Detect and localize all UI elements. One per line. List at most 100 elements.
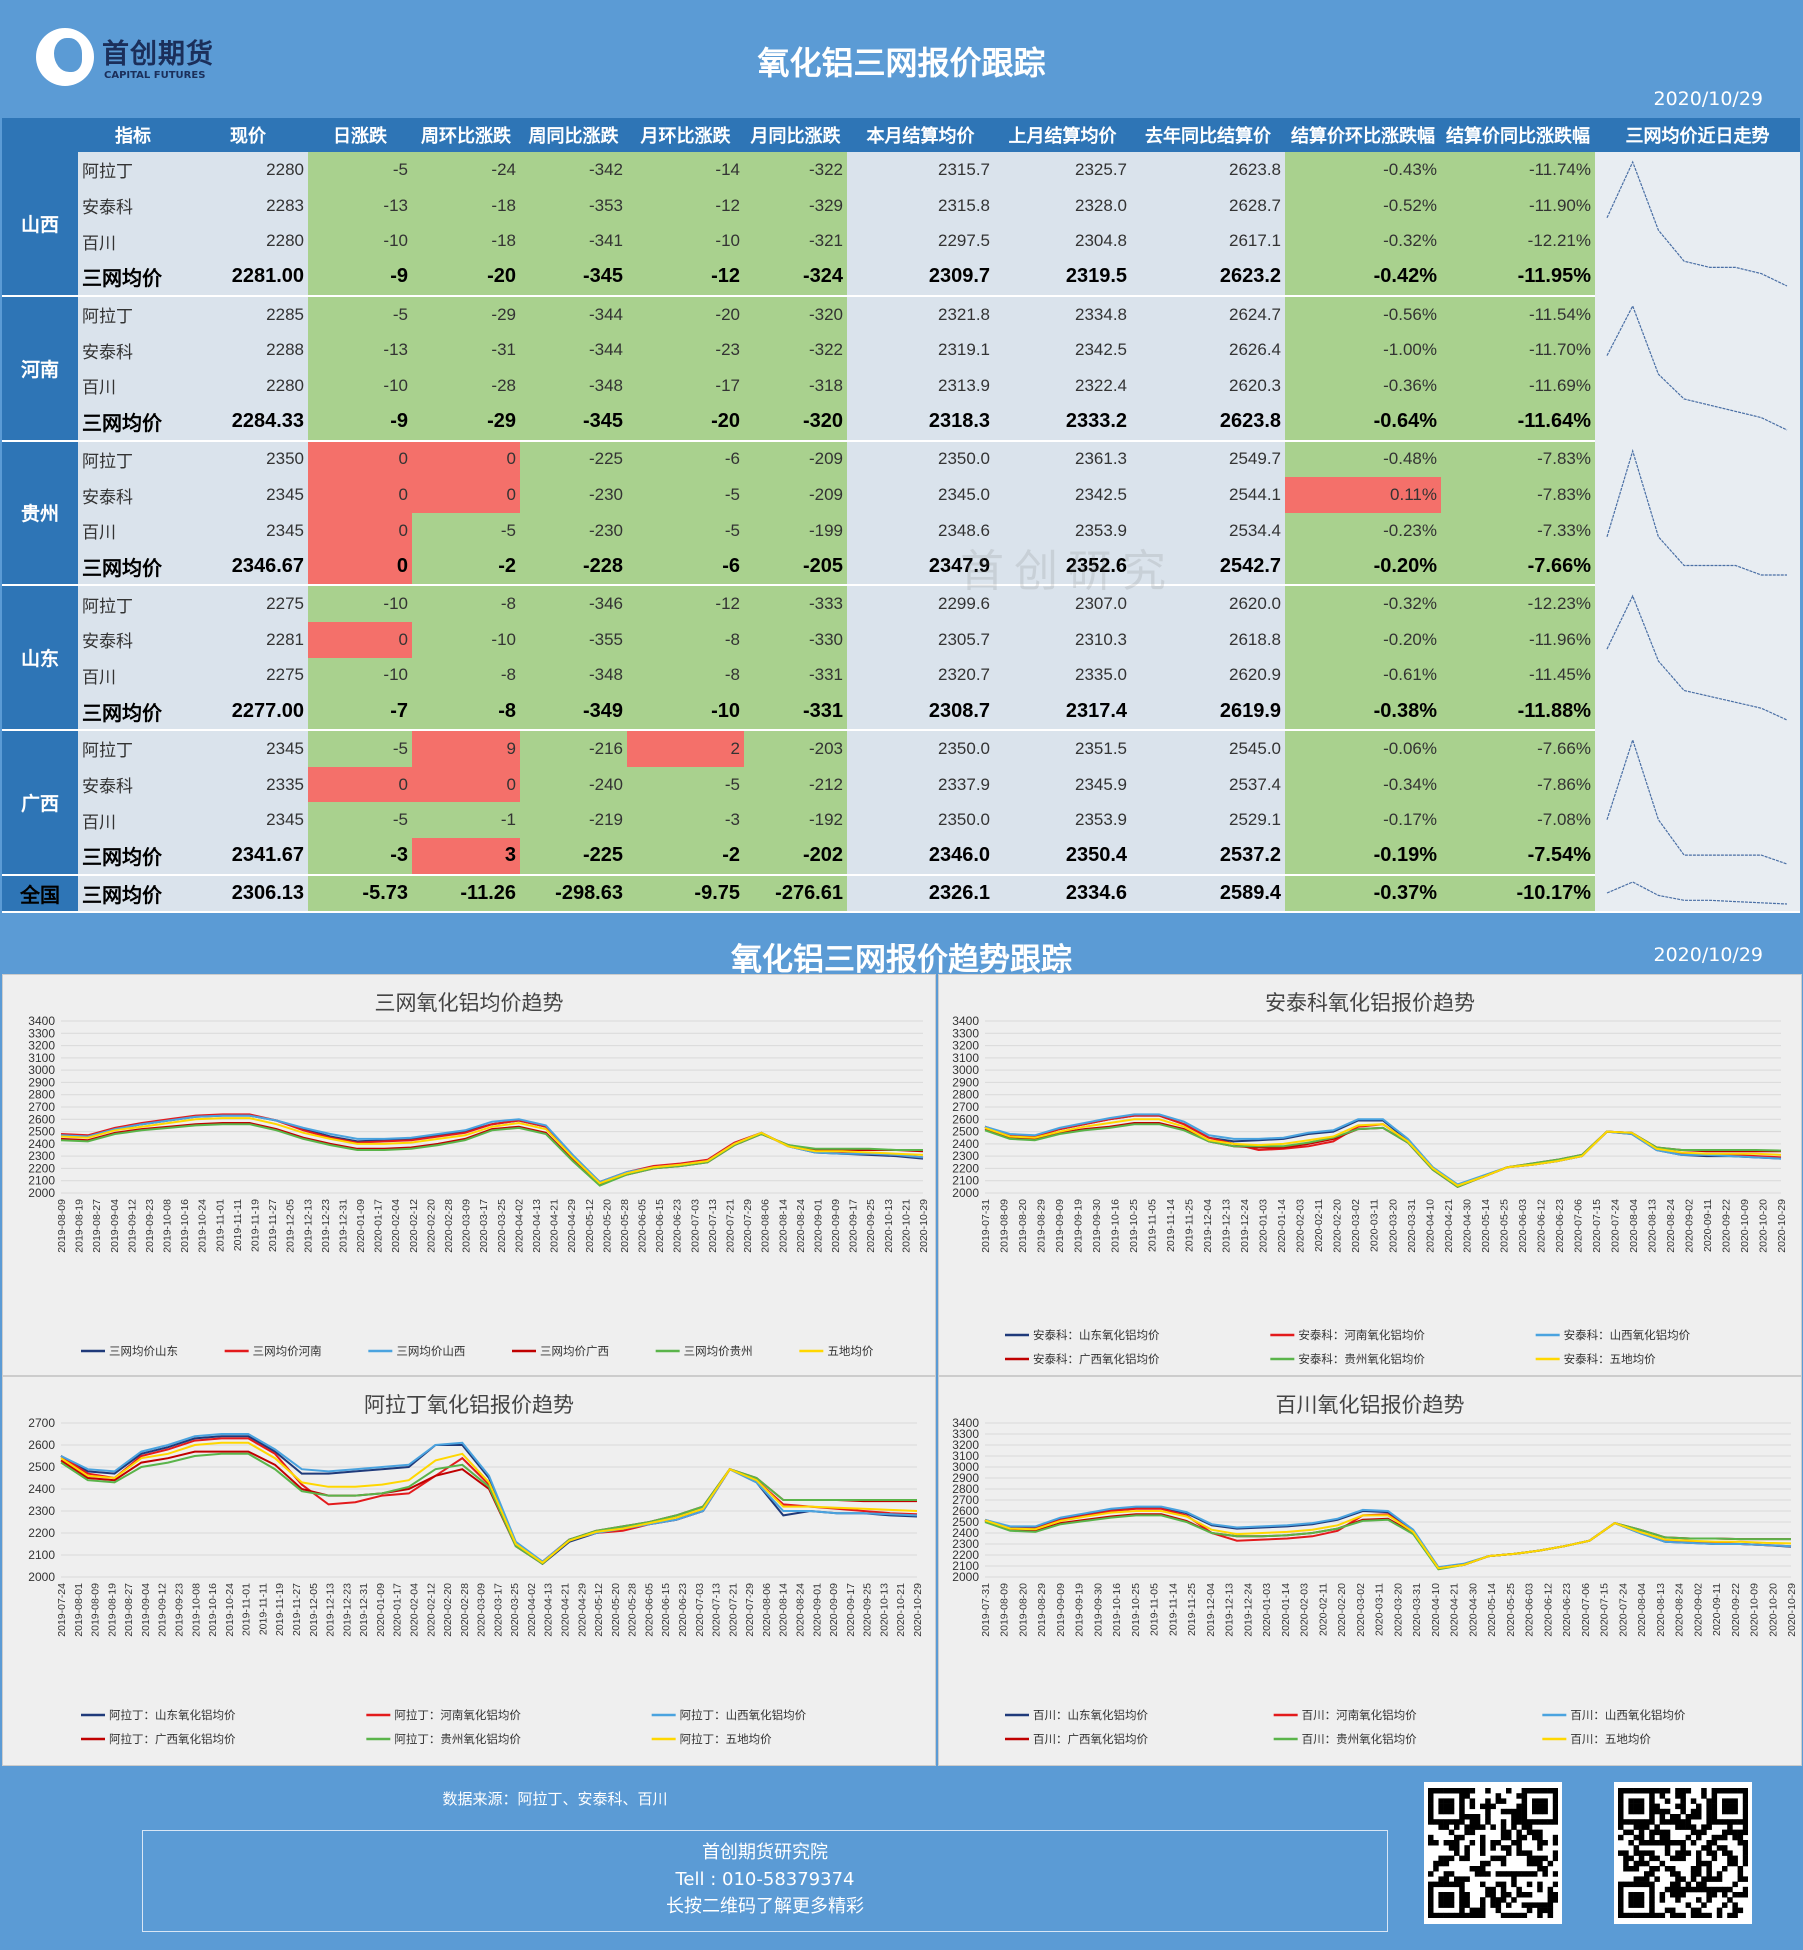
value-cell: 2350 bbox=[188, 440, 308, 478]
value-cell: -5 bbox=[627, 512, 744, 549]
x-tick-label: 2019-10-25 bbox=[1130, 1583, 1142, 1637]
value-cell: -9 bbox=[308, 259, 412, 297]
column-header: 指标 bbox=[78, 118, 188, 152]
value-cell: -0.19% bbox=[1285, 838, 1441, 876]
y-tick-label: 2000 bbox=[28, 1186, 55, 1200]
x-tick-label: 2020-02-03 bbox=[1295, 1199, 1307, 1253]
value-cell: 2345.9 bbox=[994, 766, 1131, 803]
x-tick-label: 2020-04-29 bbox=[566, 1199, 578, 1253]
value-cell: -0.20% bbox=[1285, 621, 1441, 658]
value-cell: 2334.8 bbox=[994, 295, 1131, 333]
x-tick-label: 2020-10-09 bbox=[1739, 1199, 1751, 1253]
value-cell: 0 bbox=[412, 766, 520, 803]
y-tick-label: 2400 bbox=[28, 1137, 55, 1151]
x-tick-label: 2019-11-19 bbox=[274, 1583, 286, 1636]
value-cell: 2315.8 bbox=[847, 187, 994, 224]
x-tick-label: 2019-11-27 bbox=[291, 1583, 303, 1636]
value-cell: -0.34% bbox=[1285, 766, 1441, 803]
column-header: 周环比涨跌 bbox=[412, 118, 520, 152]
value-cell: 2319.1 bbox=[847, 332, 994, 369]
indicator-name: 阿拉丁 bbox=[78, 730, 188, 767]
report-header: 首创期货 CAPITAL FUTURES 氧化铝三网报价跟踪 2020/10/2… bbox=[0, 0, 1803, 118]
value-cell: 2277.00 bbox=[188, 693, 308, 731]
x-tick-label: 2020-07-21 bbox=[724, 1199, 736, 1253]
value-cell: -225 bbox=[520, 838, 627, 876]
y-tick-label: 3000 bbox=[952, 1063, 979, 1077]
x-tick-label: 2020-03-17 bbox=[492, 1583, 504, 1637]
x-tick-label: 2020-10-13 bbox=[883, 1199, 895, 1253]
y-tick-label: 2700 bbox=[952, 1493, 979, 1507]
x-tick-label: 2020-03-02 bbox=[1355, 1583, 1367, 1637]
x-tick-label: 2020-01-03 bbox=[1258, 1199, 1270, 1253]
y-tick-label: 3000 bbox=[952, 1460, 979, 1474]
trend-sparkline-cell bbox=[1595, 152, 1800, 296]
value-cell: -0.20% bbox=[1285, 548, 1441, 587]
x-tick-label: 2019-12-13 bbox=[1224, 1583, 1236, 1637]
value-cell: -0.36% bbox=[1285, 368, 1441, 404]
qr-code-2-icon[interactable] bbox=[1614, 1782, 1752, 1924]
x-tick-label: 2020-01-17 bbox=[373, 1199, 385, 1253]
value-cell: 2345 bbox=[188, 512, 308, 549]
value-cell: 2 bbox=[627, 730, 744, 767]
value-cell: -320 bbox=[744, 295, 847, 333]
legend-label: 阿拉丁：山西氧化铝均价 bbox=[680, 1708, 807, 1722]
value-cell: 2353.9 bbox=[994, 802, 1131, 839]
indicator-name: 百川 bbox=[78, 512, 188, 549]
value-cell: 2534.4 bbox=[1131, 512, 1285, 549]
qr-code-1-icon[interactable] bbox=[1424, 1782, 1562, 1924]
value-cell: -11.26 bbox=[412, 874, 520, 914]
indicator-name: 阿拉丁 bbox=[78, 440, 188, 478]
column-header: 去年同比结算价 bbox=[1131, 118, 1285, 152]
x-tick-label: 2020-02-28 bbox=[459, 1583, 471, 1637]
x-tick-label: 2020-02-03 bbox=[1299, 1583, 1311, 1637]
table-row: 安泰科 2345 0 0 -230 -5 -209 2345.0 2342.5 2544.1 0.1… bbox=[2, 477, 1800, 513]
indicator-name: 阿拉丁 bbox=[78, 295, 188, 333]
value-cell: -20 bbox=[627, 295, 744, 333]
value-cell: -216 bbox=[520, 730, 627, 767]
trend-section-date: 2020/10/29 bbox=[1653, 944, 1763, 966]
y-tick-label: 3100 bbox=[28, 1051, 55, 1065]
series-line bbox=[984, 1123, 1782, 1189]
trend-sparkline bbox=[1606, 738, 1788, 865]
x-tick-label: 2020-06-23 bbox=[677, 1583, 689, 1637]
legend-label: 百川：五地均价 bbox=[1570, 1732, 1651, 1746]
y-tick-label: 2800 bbox=[28, 1088, 55, 1102]
y-tick-label: 2300 bbox=[28, 1504, 55, 1518]
y-tick-label: 3200 bbox=[952, 1438, 979, 1452]
column-header: 现价 bbox=[188, 118, 308, 152]
x-tick-label: 2020-01-09 bbox=[355, 1199, 367, 1253]
x-tick-label: 2020-02-28 bbox=[443, 1199, 455, 1253]
x-tick-label: 2019-10-16 bbox=[207, 1583, 219, 1637]
x-tick-label: 2020-01-14 bbox=[1276, 1199, 1288, 1253]
x-tick-label: 2019-10-16 bbox=[179, 1199, 191, 1253]
column-header: 周同比涨跌 bbox=[520, 118, 627, 152]
indicator-name: 三网均价 bbox=[78, 874, 188, 914]
value-cell: -298.63 bbox=[520, 874, 627, 914]
y-tick-label: 2200 bbox=[28, 1161, 55, 1175]
table-row: 百川 2280 -10 -18 -341 -10 -321 2297.5 2304.8 2617.… bbox=[2, 223, 1800, 260]
value-cell: 2353.9 bbox=[994, 512, 1131, 549]
column-header: 月同比涨跌 bbox=[744, 118, 847, 152]
value-cell: -0.37% bbox=[1285, 874, 1441, 914]
x-tick-label: 2020-10-20 bbox=[1757, 1199, 1769, 1253]
x-tick-label: 2020-09-02 bbox=[1683, 1199, 1695, 1253]
value-cell: -344 bbox=[520, 295, 627, 333]
value-cell: -17 bbox=[627, 368, 744, 404]
x-tick-label: 2020-07-15 bbox=[1591, 1199, 1603, 1253]
value-cell: -202 bbox=[744, 838, 847, 876]
series-line bbox=[60, 1117, 924, 1185]
value-cell: -322 bbox=[744, 152, 847, 188]
x-tick-label: 2020-10-21 bbox=[895, 1583, 907, 1637]
qr-call-to-action: 长按二维码了解更多精彩 bbox=[666, 1896, 864, 1917]
value-cell: -331 bbox=[744, 693, 847, 731]
x-tick-label: 2019-08-19 bbox=[106, 1583, 118, 1637]
value-cell: -12 bbox=[627, 187, 744, 224]
value-cell: -6 bbox=[627, 548, 744, 587]
value-cell: -5 bbox=[308, 730, 412, 767]
x-tick-label: 2019-09-09 bbox=[1054, 1199, 1066, 1253]
x-tick-label: 2020-04-21 bbox=[1443, 1199, 1455, 1253]
x-tick-label: 2020-03-25 bbox=[496, 1199, 508, 1253]
column-header: 本月结算均价 bbox=[847, 118, 994, 152]
value-cell: -10 bbox=[412, 621, 520, 658]
table-row: 三网均价 2284.33 -9 -29 -345 -20 -320 2318.3 2333.2 2… bbox=[2, 403, 1800, 442]
